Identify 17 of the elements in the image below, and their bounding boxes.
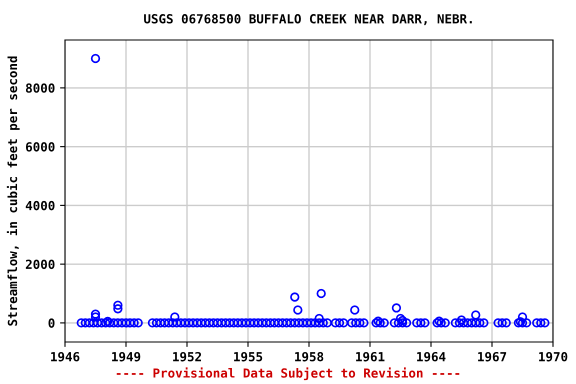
x-tick-label: 1952: [173, 352, 202, 362]
x-tick-label: 1958: [295, 352, 324, 362]
y-tick-label: 0: [48, 318, 55, 328]
y-tick-label: 2000: [26, 260, 55, 270]
x-tick-label: 1961: [356, 352, 384, 362]
chart-title: USGS 06768500 BUFFALO CREEK NEAR DARR, NEBR.: [144, 14, 472, 26]
y-tick-label: 4000: [26, 200, 55, 210]
y-tick-label: 6000: [26, 142, 55, 152]
x-tick-label: 1949: [112, 352, 140, 362]
y-tick-label: 8000: [26, 83, 55, 93]
x-tick-label: 1946: [51, 352, 80, 362]
text: ---- Provisional Data Subject to Revision ----: [116, 367, 460, 380]
x-tick-label: 1967: [478, 352, 506, 362]
y-axis-title: Streamflow, in cubic feet per second: [6, 56, 20, 326]
x-tick-label: 1970: [539, 352, 568, 362]
x-tick-label: 1955: [234, 352, 262, 362]
x-tick-label: 1964: [417, 352, 446, 362]
